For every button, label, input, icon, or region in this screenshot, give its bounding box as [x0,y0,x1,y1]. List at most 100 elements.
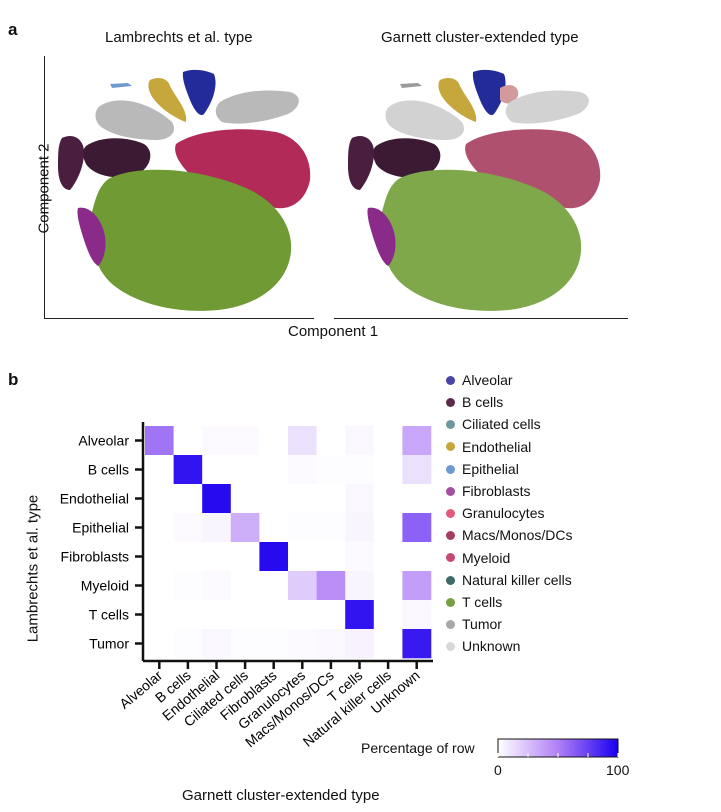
heatmap-cell [316,513,346,543]
heatmap-y-tick-label: B cells [88,462,129,478]
heatmap-cell [230,513,260,543]
panel-a-left-title: Lambrechts et al. type [105,29,253,46]
heatmap-cell [173,484,203,514]
heatmap-cell [373,571,403,601]
heatmap-cell [145,455,174,485]
heatmap-cell [145,426,174,456]
colorbar [497,738,619,758]
legend-dot-icon [446,486,455,496]
cluster-bcells-right-2 [348,135,374,190]
heatmap-cell [373,484,403,514]
heatmap-cell [345,513,375,543]
cluster-fibroblasts-right [367,207,396,266]
legend-dot-icon [446,375,455,385]
legend-label: B cells [462,394,504,411]
heatmap-cell [373,629,403,659]
legend-dot-icon [446,442,455,452]
heatmap-cell [202,542,232,572]
panel-a-right-title: Garnett cluster-extended type [381,29,579,46]
panel-a-xlabel: Component 1 [288,323,379,340]
panel-b-xlabel: Garnett cluster-extended type [182,787,380,804]
legend-item: B cells [446,394,503,410]
heatmap-cell [230,542,260,572]
cluster-endothelial-left [148,78,187,122]
legend-label: Ciliated cells [462,416,541,433]
heatmap-cell [402,571,432,601]
cluster-tcells-left [90,169,292,311]
colorbar-max-label: 100 [606,762,630,778]
cluster-epithelial-left [110,83,132,88]
heatmap-y-tick-labels: Alveolar B cells Endothelial Epithelial Fibr… [60,433,130,652]
cluster-fibroblasts-left [77,207,106,266]
heatmap-cell [173,571,203,601]
legend-dot-icon [446,508,455,518]
legend-item: Epithelial [446,461,519,477]
panel-b-ylabel-wrap: Lambrechts et al. type [18,470,48,670]
heatmap-y-tick-label: Tumor [89,636,129,652]
heatmap-cell [259,513,289,543]
legend-label: Endothelial [462,438,532,455]
heatmap-cell [230,571,260,601]
panel-b-ylabel: Lambrechts et al. type [24,494,42,643]
heatmap-cell [145,571,174,601]
legend-item: Macs/Monos/DCs [446,527,572,543]
heatmap-cell [316,629,346,659]
heatmap-cell [259,542,289,572]
heatmap-cell [173,629,203,659]
heatmap-y-tick-label: Myeloid [81,578,129,594]
heatmap-cell [145,542,174,572]
legend-item: Natural killer cells [446,572,572,588]
heatmap-cell [288,484,317,514]
legend-dot-icon [446,553,455,563]
cluster-tumor-left-2 [215,90,299,124]
heatmap-y-tick-label: Fibroblasts [61,549,129,565]
legend-label: Epithelial [462,460,519,477]
heatmap-cell [259,629,289,659]
panel-b-letter: b [8,370,19,389]
heatmap-cell [202,426,232,456]
heatmap-cell [288,513,317,543]
legend-label: Fibroblasts [462,483,531,499]
heatmap-cell [230,426,260,456]
legend-item: Tumor [446,616,502,632]
legend-dot-icon [446,464,455,474]
heatmap-cell [288,542,317,572]
heatmap-cell [202,484,232,514]
legend-dot-icon [446,531,455,541]
heatmap-cell [402,484,432,514]
heatmap-cell [402,629,432,659]
legend-label: Natural killer cells [462,571,572,588]
cluster-epithelial-right [400,83,422,88]
heatmap-cell [259,571,289,601]
heatmap-cell [173,513,203,543]
legend-item: Alveolar [446,372,513,388]
heatmap-cell [345,571,375,601]
heatmap-cell [373,455,403,485]
colorbar-min-label: 0 [494,762,502,778]
heatmap-cell [345,542,375,572]
legend-item: Fibroblasts [446,483,530,499]
heatmap-cell [173,600,203,630]
panel-a-letter: a [8,20,18,39]
heatmap-cell [230,629,260,659]
legend-dot-icon [446,619,455,629]
legend-item: T cells [446,594,502,610]
legend-dot-icon [446,397,455,407]
heatmap-y-tick-label: Epithelial [72,520,129,536]
tsne-scatter-panels [44,56,628,319]
heatmap-cell [202,571,232,601]
heatmap-cell [373,600,403,630]
heatmap-cell [230,455,260,485]
heatmap-cell [202,513,232,543]
legend-item: Ciliated cells [446,416,541,432]
heatmap-cell [288,426,317,456]
heatmap-cell [316,571,346,601]
heatmap-cell [316,484,346,514]
legend-label: Macs/Monos/DCs [462,527,573,544]
cluster-endothelial-right [438,78,477,122]
heatmap-cell [259,455,289,485]
heatmap-cell [230,484,260,514]
legend-label: Granulocytes [462,505,545,522]
